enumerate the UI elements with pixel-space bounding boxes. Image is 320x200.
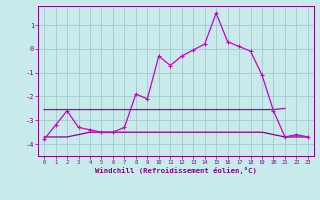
X-axis label: Windchill (Refroidissement éolien,°C): Windchill (Refroidissement éolien,°C) — [95, 167, 257, 174]
